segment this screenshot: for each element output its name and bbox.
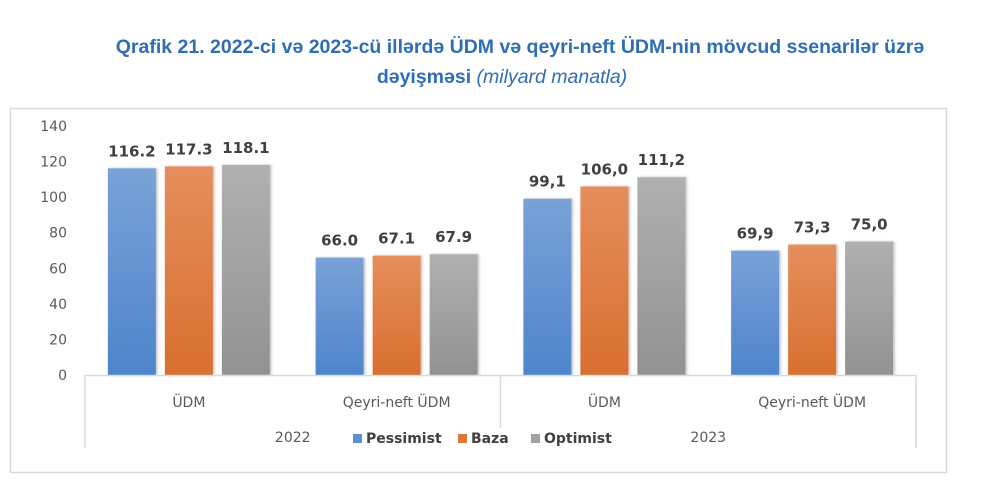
y-tick-label: 40 bbox=[49, 297, 67, 313]
bar-baza bbox=[164, 166, 213, 375]
bar-optimist bbox=[845, 241, 894, 375]
data-label: 117.3 bbox=[165, 140, 212, 158]
bar-pessimist bbox=[107, 168, 156, 375]
y-tick-label: 100 bbox=[40, 190, 67, 206]
bar-pessimist bbox=[731, 250, 780, 375]
bar-baza bbox=[372, 255, 421, 375]
legend: Pessimist Baza Optimist bbox=[350, 428, 612, 448]
data-label: 75,0 bbox=[851, 216, 888, 234]
y-tick-label: 60 bbox=[49, 261, 67, 277]
legend-label-pessimist: Pessimist bbox=[366, 431, 442, 447]
data-label: 106,0 bbox=[581, 160, 628, 178]
x-category-label: ÜDM bbox=[588, 393, 621, 411]
bar-pessimist bbox=[315, 257, 364, 375]
legend-swatch-optimist bbox=[531, 434, 540, 443]
x-category-label: Qeyri-neft ÜDM bbox=[758, 393, 866, 411]
x-axis: ÜDM Qeyri-neft ÜDM ÜDM Qeyri-neft ÜDM 2022 20… bbox=[84, 374, 917, 448]
x-category-label: ÜDM bbox=[172, 393, 205, 411]
chart-unit: (milyard manatla) bbox=[476, 66, 628, 88]
data-label: 73,3 bbox=[794, 219, 831, 237]
y-tick-label: 0 bbox=[58, 368, 67, 384]
data-label: 116.2 bbox=[108, 142, 155, 160]
bar-optimist bbox=[429, 254, 478, 375]
legend-label-optimist: Optimist bbox=[544, 431, 612, 447]
y-tick-label: 120 bbox=[40, 155, 67, 171]
bar-baza bbox=[788, 244, 837, 375]
y-tick-label: 140 bbox=[40, 119, 67, 135]
bar-optimist bbox=[221, 164, 270, 375]
data-label: 99,1 bbox=[529, 173, 566, 191]
data-label: 67.1 bbox=[378, 230, 415, 248]
x-group-label: 2022 bbox=[275, 430, 311, 446]
x-group-label: 2023 bbox=[690, 430, 726, 446]
bar-pessimist bbox=[523, 198, 572, 375]
x-category-label: Qeyri-neft ÜDM bbox=[343, 393, 451, 411]
y-tick-label: 80 bbox=[49, 226, 67, 242]
data-label: 118.1 bbox=[222, 139, 269, 157]
data-label: 67.9 bbox=[435, 228, 472, 246]
chart-title-line2: dəyişməsi (milyard manatla) bbox=[0, 62, 1004, 92]
y-axis: 0 20 40 60 80 100 120 140 bbox=[40, 119, 67, 384]
data-label: 111,2 bbox=[638, 151, 685, 169]
legend-label-baza: Baza bbox=[471, 431, 509, 447]
chart-title: Qrafik 21. 2022-ci və 2023-cü illərdə ÜD… bbox=[0, 32, 1004, 92]
bar-optimist bbox=[637, 177, 686, 375]
legend-swatch-pessimist bbox=[353, 434, 362, 443]
data-label: 69,9 bbox=[737, 225, 774, 243]
y-tick-label: 20 bbox=[49, 332, 67, 348]
data-labels: 116.2 117.3 118.1 66.0 67.1 67.9 99,1 106,0 111,… bbox=[108, 139, 887, 250]
bar-baza bbox=[580, 186, 629, 375]
data-label: 66.0 bbox=[321, 232, 358, 250]
chart-title-word: dəyişməsi bbox=[376, 66, 472, 88]
legend-swatch-baza bbox=[458, 434, 467, 443]
bars bbox=[107, 164, 894, 375]
legend-background bbox=[350, 428, 612, 448]
chart-title-line1: Qrafik 21. 2022-ci və 2023-cü illərdə ÜD… bbox=[115, 36, 925, 58]
